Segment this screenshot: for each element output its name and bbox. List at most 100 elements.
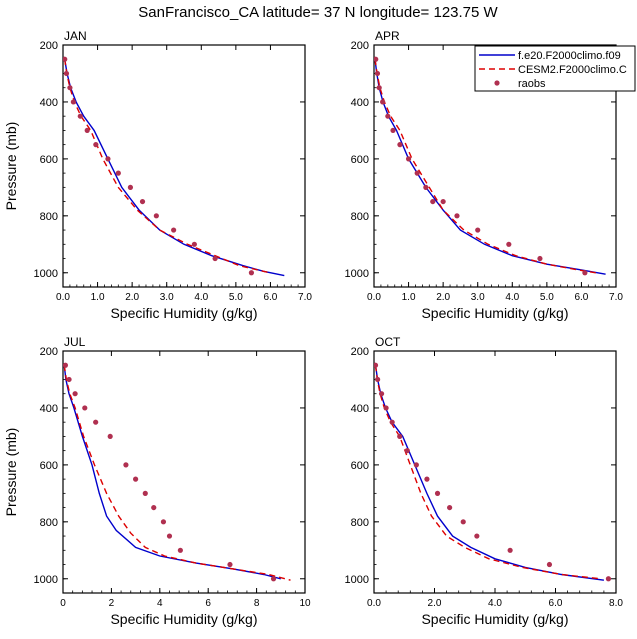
raobs-point (460, 519, 466, 525)
f09-series-line (374, 365, 604, 581)
raobs-point (506, 241, 512, 247)
raobs-point (404, 448, 410, 454)
x-tick-label: 8 (254, 598, 260, 609)
raobs-point (105, 156, 111, 162)
x-tick-label: 5.0 (540, 292, 554, 303)
x-axis-label: Specific Humidity (g/kg) (421, 305, 568, 321)
x-tick-label: 2.0 (125, 292, 139, 303)
y-tick-label: 600 (351, 460, 369, 472)
raobs-point (63, 362, 69, 368)
plot-frame (62, 350, 306, 594)
x-tick-label: 8.0 (609, 598, 623, 609)
raobs-point (385, 113, 391, 119)
raobs-point (447, 504, 453, 511)
raobs-point (424, 476, 430, 482)
x-tick-label: 2.0 (428, 598, 442, 609)
panel-jul: 0 2 4 6 8 10 200 400 600 800 1000 JUL Specific Humid… (3, 335, 311, 627)
raobs-point (374, 362, 379, 368)
raobs-point (474, 533, 480, 539)
x-tick-label: 2 (109, 598, 115, 609)
raobs-point (63, 70, 70, 77)
raobs-point (166, 533, 173, 539)
series-group (374, 362, 612, 582)
x-tick-label: 6.0 (574, 292, 588, 303)
y-tick-label: 400 (40, 403, 58, 415)
cesm2-series-line (64, 59, 271, 274)
y-tick-label: 600 (40, 460, 58, 472)
x-tick-label: 6.0 (549, 598, 563, 609)
raobs-point (374, 56, 379, 62)
raobs-point (380, 99, 386, 105)
raobs-point (375, 376, 381, 383)
y-tick-label: 400 (40, 97, 58, 109)
y-tick-label: 1000 (34, 574, 58, 586)
x-tick-label: 4 (157, 598, 163, 609)
y-tick-label: 600 (351, 154, 369, 166)
raobs-point (390, 127, 396, 134)
y-tick-label: 600 (40, 154, 58, 166)
legend-label: f.e20.F2000climo.f09 (518, 50, 621, 62)
y-tick-label: 200 (351, 40, 369, 52)
legend-box (474, 45, 636, 92)
raobs-point (66, 376, 72, 383)
raobs-point (413, 462, 419, 468)
raobs-point (151, 504, 157, 511)
raobs-point (423, 184, 429, 190)
raobs-point (405, 156, 412, 162)
raobs-point (160, 519, 167, 525)
x-tick-label: 0 (60, 598, 66, 609)
raobs-point (546, 561, 553, 568)
raobs-point (440, 198, 446, 205)
y-tick-label: 800 (40, 211, 58, 223)
raobs-point (376, 85, 382, 91)
raobs-point (378, 391, 385, 397)
raobs-point (212, 255, 218, 262)
x-tick-label: 1.0 (91, 292, 105, 303)
figure-title: SanFrancisco_CA latitude= 37 N longitude… (138, 4, 498, 21)
series-group (63, 56, 285, 277)
raobs-point (605, 576, 612, 582)
raobs-point (434, 490, 441, 496)
raobs-point (537, 255, 543, 262)
raobs-point (248, 270, 255, 276)
legend-marker-raobs (494, 80, 500, 86)
legend-label: raobs (518, 78, 546, 90)
y-tick-label: 800 (351, 211, 369, 223)
y-tick-label: 200 (351, 346, 369, 358)
raobs-point (70, 99, 76, 105)
y-tick-label: 1000 (34, 268, 58, 280)
raobs-point (139, 198, 146, 205)
x-tick-label: 6.0 (263, 292, 277, 303)
x-tick-label: 0.0 (56, 292, 70, 303)
legend-label: CESM2.F2000climo.C (518, 64, 627, 76)
x-tick-label: 0.0 (367, 292, 381, 303)
x-tick-label: 1.0 (402, 292, 416, 303)
legend: f.e20.F2000climo.f09 CESM2.F2000climo.C ra… (474, 45, 636, 92)
raobs-point (82, 405, 88, 411)
y-tick-label: 200 (40, 346, 58, 358)
x-tick-label: 5.0 (229, 292, 243, 303)
raobs-point (475, 227, 481, 233)
raobs-point (107, 433, 113, 440)
x-tick-label: 0.0 (367, 598, 381, 609)
panel-label: JUL (64, 335, 86, 349)
x-tick-label: 7.0 (609, 292, 623, 303)
plot-frame (373, 350, 617, 594)
cesm2-series-line (374, 365, 601, 580)
x-tick-label: 7.0 (298, 292, 312, 303)
series-group (374, 56, 606, 276)
raobs-point (507, 547, 513, 553)
y-tick-label: 800 (351, 517, 369, 529)
raobs-point (84, 127, 90, 134)
y-tick-label: 200 (40, 40, 58, 52)
cesm2-series-line (63, 365, 291, 581)
y-tick-label: 1000 (345, 574, 369, 586)
x-axis-label: Specific Humidity (g/kg) (421, 611, 568, 627)
x-axis-label: Specific Humidity (g/kg) (110, 305, 257, 321)
y-axis-label: Pressure (mb) (3, 428, 19, 517)
cesm2-series-line (374, 59, 599, 274)
raobs-point (397, 433, 403, 440)
x-tick-label: 3.0 (471, 292, 485, 303)
raobs-point (142, 490, 148, 496)
